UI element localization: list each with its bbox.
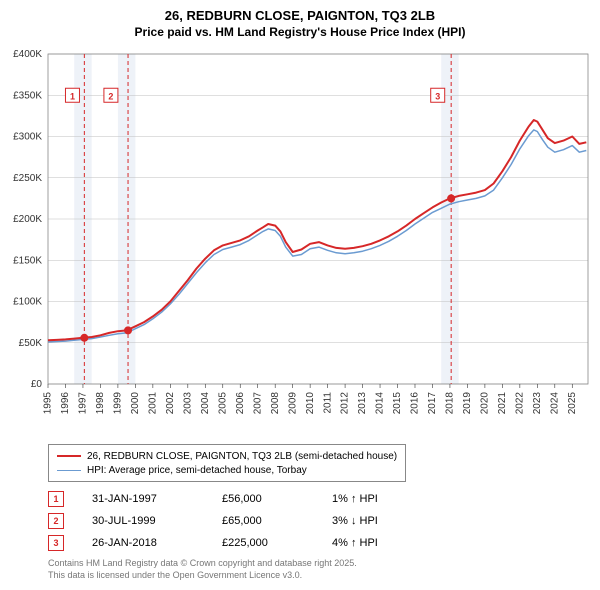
legend-label: HPI: Average price, semi-detached house,… <box>87 465 307 476</box>
chart-subtitle: Price paid vs. HM Land Registry's House … <box>0 25 600 41</box>
svg-text:2004: 2004 <box>200 392 211 415</box>
svg-text:1998: 1998 <box>95 392 106 415</box>
chart-title: 26, REDBURN CLOSE, PAIGNTON, TQ3 2LB <box>0 8 600 25</box>
marker-row: 1 31-JAN-1997£56,0001% ↑ HPI <box>48 488 452 510</box>
legend-swatch <box>57 470 81 471</box>
svg-text:2005: 2005 <box>217 392 228 415</box>
svg-text:2019: 2019 <box>462 392 473 415</box>
svg-text:1: 1 <box>70 91 75 101</box>
marker-date: 31-JAN-1997 <box>92 493 222 505</box>
svg-text:2014: 2014 <box>375 392 386 415</box>
svg-text:2025: 2025 <box>567 392 578 415</box>
svg-text:2003: 2003 <box>182 392 193 415</box>
marker-number-box: 3 <box>48 535 64 551</box>
svg-text:£400K: £400K <box>13 49 42 60</box>
svg-text:£300K: £300K <box>13 132 42 143</box>
svg-text:2015: 2015 <box>392 392 403 415</box>
svg-text:£350K: £350K <box>13 90 42 101</box>
svg-text:1997: 1997 <box>78 392 89 415</box>
svg-text:2001: 2001 <box>147 392 158 415</box>
svg-text:2020: 2020 <box>480 392 491 415</box>
svg-text:2013: 2013 <box>357 392 368 415</box>
footer-credits: Contains HM Land Registry data © Crown c… <box>48 558 357 581</box>
marker-pct: 3% ↓ HPI <box>332 515 452 527</box>
footer-line-1: Contains HM Land Registry data © Crown c… <box>48 558 357 570</box>
svg-text:2022: 2022 <box>514 392 525 415</box>
svg-text:2012: 2012 <box>340 392 351 415</box>
svg-text:2011: 2011 <box>322 392 333 414</box>
marker-table: 1 31-JAN-1997£56,0001% ↑ HPI 2 30-JUL-1999£… <box>48 488 452 554</box>
svg-text:1996: 1996 <box>60 392 71 415</box>
svg-text:2007: 2007 <box>252 392 263 415</box>
title-block: 26, REDBURN CLOSE, PAIGNTON, TQ3 2LB Pri… <box>0 0 600 40</box>
marker-pct: 1% ↑ HPI <box>332 493 452 505</box>
svg-text:2016: 2016 <box>410 392 421 415</box>
legend-item: HPI: Average price, semi-detached house,… <box>57 463 397 477</box>
svg-text:2002: 2002 <box>165 392 176 415</box>
svg-text:2008: 2008 <box>270 392 281 415</box>
svg-text:1999: 1999 <box>113 392 124 415</box>
svg-text:2023: 2023 <box>532 392 543 415</box>
legend-box: 26, REDBURN CLOSE, PAIGNTON, TQ3 2LB (se… <box>48 444 406 482</box>
footer-line-2: This data is licensed under the Open Gov… <box>48 570 357 582</box>
legend-swatch <box>57 455 81 457</box>
svg-text:2006: 2006 <box>235 392 246 415</box>
svg-text:£150K: £150K <box>13 255 42 266</box>
svg-text:2021: 2021 <box>497 392 508 415</box>
legend-item: 26, REDBURN CLOSE, PAIGNTON, TQ3 2LB (se… <box>57 449 397 463</box>
marker-row: 2 30-JUL-1999£65,0003% ↓ HPI <box>48 510 452 532</box>
svg-text:£50K: £50K <box>19 338 43 349</box>
marker-date: 30-JUL-1999 <box>92 515 222 527</box>
chart-area: £0 £50K £100K £150K £200K £250K £300K £350K £400… <box>0 46 600 440</box>
svg-text:3: 3 <box>435 91 440 101</box>
svg-text:2024: 2024 <box>549 392 560 415</box>
marker-pct: 4% ↑ HPI <box>332 537 452 549</box>
marker-date: 26-JAN-2018 <box>92 537 222 549</box>
svg-text:1995: 1995 <box>43 392 54 415</box>
marker-row: 3 26-JAN-2018£225,0004% ↑ HPI <box>48 532 452 554</box>
svg-text:£200K: £200K <box>13 214 42 225</box>
svg-text:2010: 2010 <box>305 392 316 415</box>
svg-text:2017: 2017 <box>427 392 438 415</box>
marker-price: £56,000 <box>222 493 332 505</box>
marker-price: £225,000 <box>222 537 332 549</box>
chart-svg: £0 £50K £100K £150K £200K £250K £300K £350K £400… <box>0 46 600 440</box>
svg-text:2009: 2009 <box>287 392 298 415</box>
marker-number-box: 1 <box>48 491 64 507</box>
svg-text:2000: 2000 <box>130 392 141 415</box>
chart-container: 26, REDBURN CLOSE, PAIGNTON, TQ3 2LB Pri… <box>0 0 600 590</box>
legend-label: 26, REDBURN CLOSE, PAIGNTON, TQ3 2LB (se… <box>87 451 397 462</box>
svg-text:£0: £0 <box>31 379 43 390</box>
svg-text:£100K: £100K <box>13 297 42 308</box>
svg-text:2018: 2018 <box>445 392 456 415</box>
svg-text:2: 2 <box>108 91 113 101</box>
svg-text:£250K: £250K <box>13 173 42 184</box>
marker-number-box: 2 <box>48 513 64 529</box>
marker-price: £65,000 <box>222 515 332 527</box>
